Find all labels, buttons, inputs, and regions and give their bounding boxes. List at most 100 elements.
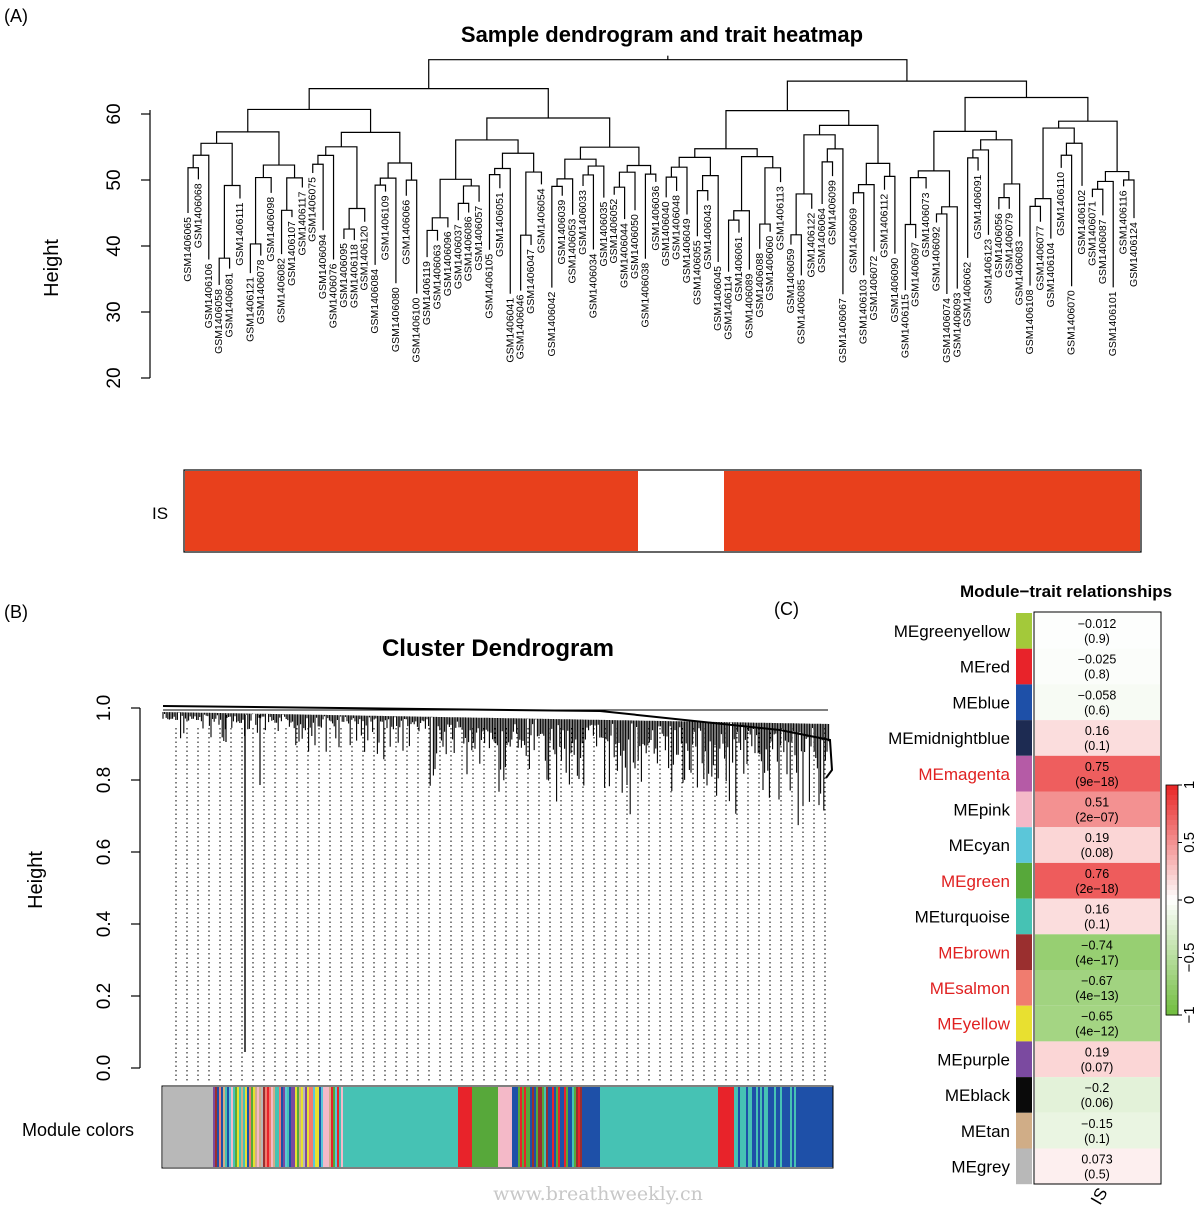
legend-gradient-step [1166, 940, 1178, 946]
legend-gradient-step [1166, 970, 1178, 976]
correlation-value: 0.76 [1085, 867, 1109, 881]
sample-label: GSM1406055 [691, 240, 703, 305]
module-color-stripe [764, 1087, 767, 1167]
correlation-value: −0.74 [1081, 938, 1113, 952]
module-swatch-MEcyan [1016, 827, 1032, 863]
module-color-stripe [734, 1087, 737, 1167]
dendrogram-branch [343, 228, 355, 241]
dendrogram-branch [980, 139, 1013, 184]
correlation-value: −0.012 [1078, 617, 1117, 631]
sample-label: GSM1406088 [754, 253, 766, 318]
module-color-stripe [213, 1087, 216, 1167]
module-color-stripe [337, 1087, 340, 1167]
legend-tick-label: 0 [1181, 896, 1198, 904]
module-color-stripe [784, 1087, 787, 1167]
sample-label: GSM1406113 [775, 186, 787, 250]
module-swatch-MEturquoise [1016, 898, 1032, 935]
module-swatch-MEtan [1016, 1112, 1032, 1149]
sample-label: GSM1406071 [1086, 201, 1098, 266]
dendrogram-branch [1058, 120, 1118, 172]
legend-gradient-step [1166, 855, 1178, 861]
module-color-stripe [574, 1087, 577, 1167]
module-color-stripe [532, 1087, 535, 1167]
module-swatch-MEgreen [1016, 862, 1032, 899]
module-color-stripe [225, 1087, 228, 1167]
sample-label: GSM1406090 [889, 258, 901, 323]
module-color-stripe [766, 1087, 769, 1167]
legend-gradient-step [1166, 865, 1178, 871]
sample-label: GSM1406106 [203, 263, 215, 328]
legend-gradient-step [1166, 905, 1178, 911]
module-swatch-MEpurple [1016, 1041, 1032, 1078]
module-color-stripe [221, 1087, 224, 1167]
module-color-stripe [315, 1087, 318, 1167]
dendrogram-branch [941, 206, 958, 289]
module-color-block [472, 1087, 498, 1167]
p-value: (0.1) [1084, 1132, 1110, 1146]
sample-label: GSM1406039 [556, 200, 568, 265]
sample-label: GSM1406116 [1118, 190, 1130, 254]
dendrogram-branch [818, 124, 879, 164]
module-trait-frame [1033, 611, 1162, 1185]
module-color-stripe [552, 1087, 555, 1167]
module-color-stripe [329, 1087, 332, 1167]
module-color-stripe [251, 1087, 254, 1167]
correlation-value: 0.19 [1085, 1045, 1109, 1059]
correlation-value: 0.75 [1085, 760, 1109, 774]
sample-label: GSM1406076 [328, 263, 340, 328]
module-color-stripe [261, 1087, 264, 1167]
module-color-stripe [756, 1087, 759, 1167]
sample-label: GSM1406056 [993, 213, 1005, 278]
module-color-stripe [295, 1087, 298, 1167]
sample-label: GSM1406046 [515, 294, 527, 359]
heatmap-cell-MEyellow [1035, 1005, 1160, 1042]
panel-a-y-tick-label: 60 [104, 103, 125, 124]
sample-label: GSM1406111 [234, 202, 246, 265]
sample-label: GSM1406074 [941, 298, 953, 363]
legend-gradient-step [1166, 980, 1178, 986]
legend-gradient-step [1166, 900, 1178, 906]
dendrogram-branch [964, 96, 1089, 132]
sample-label: GSM1406101 [1107, 291, 1119, 356]
sample-label: GSM1406043 [702, 205, 714, 270]
gene-cluster-dendrogram [162, 705, 834, 1052]
legend-gradient-step [1166, 835, 1178, 841]
legend-gradient-step [1166, 850, 1178, 856]
module-swatch-MEgrey [1016, 1148, 1032, 1185]
p-value: (0.5) [1084, 1168, 1110, 1182]
sample-label: GSM1406069 [847, 208, 859, 273]
heatmap-cell-MEblack [1035, 1077, 1160, 1113]
module-label: MEtan [961, 1122, 1010, 1141]
dendrogram-branch [428, 59, 908, 89]
heatmap-cell-MEbrown [1035, 934, 1160, 970]
module-color-stripe [520, 1087, 523, 1167]
module-color-stripe [570, 1087, 573, 1167]
module-label: MEmagenta [918, 765, 1010, 784]
module-color-stripe [243, 1087, 246, 1167]
module-color-stripe [279, 1087, 282, 1167]
module-color-stripe [780, 1087, 783, 1167]
module-color-stripe [323, 1087, 326, 1167]
module-swatch-MEgreenyellow [1016, 613, 1032, 649]
panel-a-y-tick-label: 50 [104, 169, 125, 190]
module-color-stripe [287, 1087, 290, 1167]
sample-label: GSM1406079 [1003, 213, 1015, 278]
p-value: (4e−17) [1075, 953, 1118, 967]
sample-label: GSM1406063 [431, 244, 443, 309]
dendrogram-branch [486, 117, 611, 148]
module-color-stripe [317, 1087, 320, 1167]
sample-label: GSM1406102 [1076, 190, 1088, 255]
trait-heatmap-label: IS [152, 504, 168, 523]
module-color-stripe [576, 1087, 579, 1167]
dendrogram-branch [865, 162, 891, 185]
legend-gradient-step [1166, 950, 1178, 956]
module-color-stripe [339, 1087, 342, 1167]
panel-a-y-axis-title: Height [41, 239, 63, 297]
p-value: (2e−07) [1075, 811, 1118, 825]
module-color-block [343, 1087, 458, 1167]
correlation-value: −0.2 [1085, 1081, 1110, 1095]
dendrogram-branch [740, 155, 774, 211]
dendrogram-branch [1065, 142, 1083, 186]
sample-label: GSM1406089 [743, 273, 755, 338]
legend-gradient-step [1166, 890, 1178, 896]
